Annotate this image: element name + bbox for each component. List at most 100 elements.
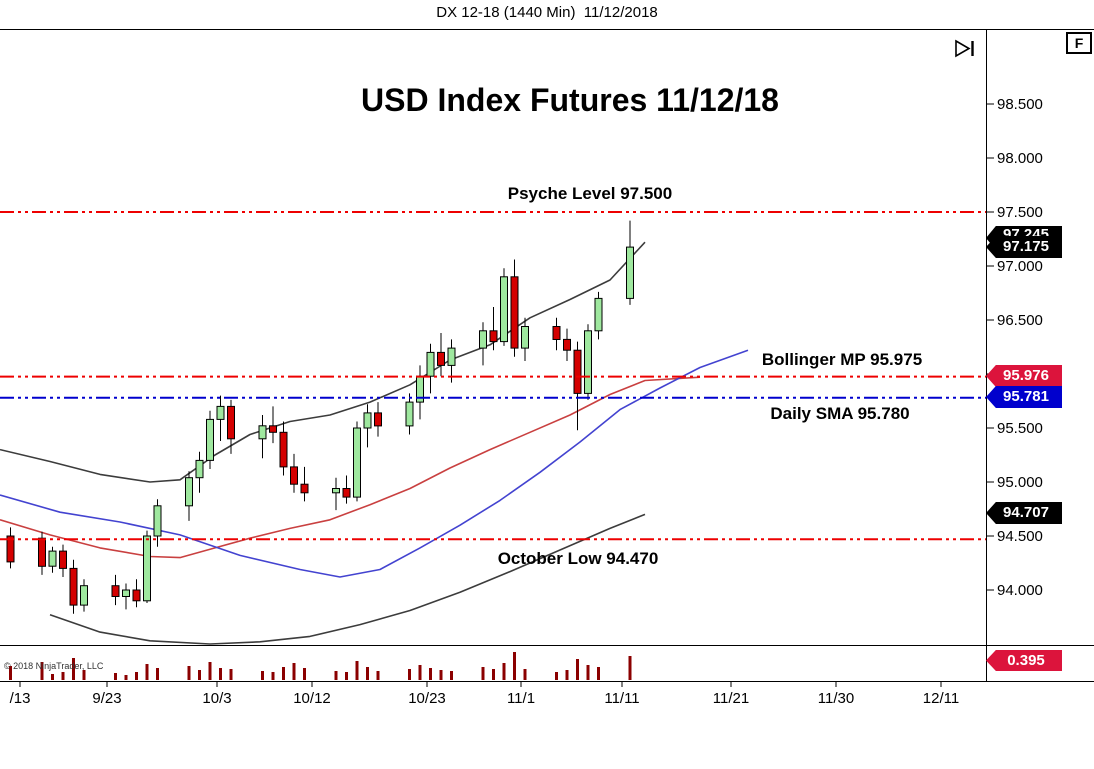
candle-body-up bbox=[195, 459, 204, 479]
price-axis-label: 98.000 bbox=[997, 150, 1043, 167]
chart-title: USD Index Futures 11/12/18 bbox=[361, 82, 779, 118]
go-to-latest-icon[interactable] bbox=[952, 37, 980, 61]
candle-body-down bbox=[374, 412, 382, 427]
price-axis-label: 97.000 bbox=[997, 258, 1043, 275]
x-axis-label: 11/30 bbox=[818, 690, 854, 707]
volume-bar bbox=[61, 672, 65, 680]
candle-body-up bbox=[80, 585, 88, 606]
candle-body-down bbox=[573, 349, 582, 394]
candle-body-down bbox=[59, 550, 67, 569]
candle-body-down bbox=[6, 535, 15, 563]
volume-bar bbox=[502, 663, 506, 680]
volume-bar bbox=[523, 669, 527, 680]
volume-bar bbox=[366, 667, 369, 680]
price-axis-label: 94.500 bbox=[997, 528, 1043, 545]
candle-body-up bbox=[216, 405, 225, 420]
x-axis-label: /13 bbox=[10, 690, 31, 707]
candle-body-up bbox=[594, 297, 603, 332]
volume-bar bbox=[334, 671, 338, 680]
candle-body-up bbox=[185, 477, 193, 507]
x-axis-label: 9/23 bbox=[92, 690, 121, 707]
volume-bar bbox=[292, 663, 296, 680]
candle-body-up bbox=[479, 330, 487, 349]
daily-sma-price-badge: 95.781 bbox=[986, 386, 1062, 408]
price-axis-label: 95.000 bbox=[997, 474, 1043, 491]
price-axis-label: 94.000 bbox=[997, 582, 1043, 599]
volume-bar bbox=[114, 673, 117, 680]
x-axis-label: 10/3 bbox=[202, 690, 231, 707]
volume-bar bbox=[597, 667, 600, 680]
volume-bar bbox=[187, 666, 191, 680]
volume-bar bbox=[565, 670, 569, 680]
x-axis-label: 11/21 bbox=[713, 690, 749, 707]
candle-body-down bbox=[279, 431, 288, 468]
volume-bar bbox=[576, 659, 579, 680]
x-axis-label: 11/11 bbox=[604, 690, 639, 707]
candle-body-up bbox=[447, 347, 456, 366]
candle-body-up bbox=[426, 351, 435, 377]
candle-body-down bbox=[132, 589, 141, 602]
x-axis-label: 10/12 bbox=[293, 690, 331, 707]
candle-body-down bbox=[552, 326, 561, 340]
candle-body-up bbox=[500, 276, 508, 343]
annotation-daily-sma: Daily SMA 95.780 bbox=[770, 404, 910, 423]
candle-body-down bbox=[38, 537, 46, 567]
volume-bar bbox=[156, 668, 159, 680]
candle-body-up bbox=[626, 246, 634, 299]
volume-bar bbox=[408, 669, 411, 680]
candle-body-down bbox=[227, 405, 235, 440]
price-axis-label: 97.500 bbox=[997, 204, 1043, 221]
candle-body-up bbox=[405, 401, 414, 427]
volume-bar bbox=[229, 669, 233, 680]
bollinger-mid-price-badge: 95.976 bbox=[986, 365, 1062, 387]
price-axis-label: 96.500 bbox=[997, 312, 1043, 329]
candle-body-up bbox=[153, 505, 162, 537]
volume-bar bbox=[355, 661, 359, 680]
candle-body-down bbox=[563, 338, 571, 351]
volume-bar bbox=[51, 674, 54, 680]
x-axis-label: 11/1 bbox=[507, 690, 535, 707]
price-axis-label: 95.500 bbox=[997, 420, 1043, 437]
candle-body-down bbox=[489, 330, 498, 343]
chart-f-button[interactable]: F bbox=[1066, 32, 1092, 54]
annotation-psyche-level: Psyche Level 97.500 bbox=[507, 184, 673, 203]
volume-bar bbox=[219, 668, 222, 680]
candle-body-down bbox=[290, 466, 298, 485]
volume-bar bbox=[628, 656, 632, 680]
candle-body-up bbox=[353, 427, 361, 498]
candle-body-down bbox=[437, 351, 445, 366]
candle-body-up bbox=[122, 589, 130, 597]
volume-bar bbox=[9, 666, 12, 680]
volume-bar bbox=[439, 670, 443, 680]
go-to-latest-triangle bbox=[955, 39, 971, 58]
candle-body-up bbox=[521, 326, 529, 349]
volume-bar bbox=[124, 675, 128, 680]
volume-bar bbox=[135, 672, 138, 680]
candle-body-down bbox=[300, 483, 309, 494]
candle-body-up bbox=[363, 412, 372, 429]
price-axis-label: 98.500 bbox=[997, 96, 1043, 113]
volume-bar bbox=[492, 669, 495, 680]
candle-body-up bbox=[48, 550, 57, 567]
candle-body-up bbox=[258, 425, 267, 440]
candle-body-up bbox=[584, 330, 592, 394]
last-price-badge: 97.175 bbox=[986, 236, 1062, 258]
volume-bar bbox=[418, 665, 422, 680]
candle-body-down bbox=[111, 585, 120, 598]
overlay-bollinger-lower bbox=[49, 513, 646, 645]
overlay-bollinger-upper bbox=[0, 241, 646, 483]
overlay-bollinger-mid bbox=[0, 376, 701, 559]
volume-bar bbox=[72, 658, 75, 680]
annotation-bollinger-mp: Bollinger MP 95.975 bbox=[761, 350, 923, 369]
volume-bar bbox=[450, 671, 453, 680]
window-title: DX 12-18 (1440 Min) 11/12/2018 bbox=[436, 4, 658, 21]
candle-body-up bbox=[332, 488, 340, 494]
volume-bar bbox=[303, 668, 306, 680]
volume-bar bbox=[208, 662, 212, 680]
volume-bar bbox=[376, 671, 380, 680]
volume-bar bbox=[586, 665, 590, 680]
x-axis-label: 12/11 bbox=[923, 690, 959, 707]
x-axis-label: 10/23 bbox=[408, 690, 446, 707]
annotation-october-low: October Low 94.470 bbox=[497, 549, 659, 568]
